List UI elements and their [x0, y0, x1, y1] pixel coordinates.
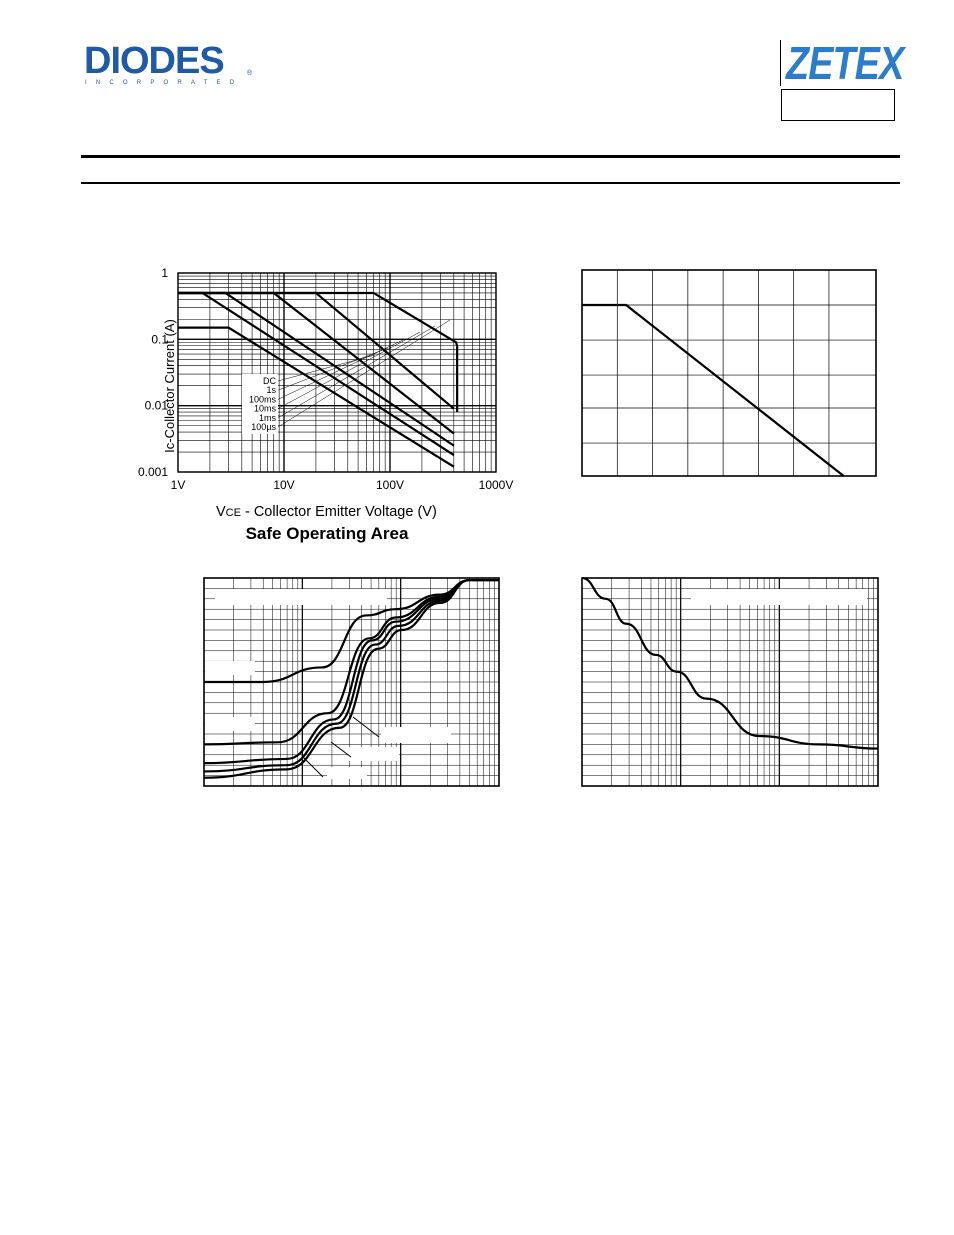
- transfer-label-mask: [205, 661, 255, 675]
- diodes-logo: DIODES INCORPORATED ®: [84, 40, 252, 86]
- soa-series-line: [178, 291, 459, 413]
- decay-label-mask: [691, 589, 867, 605]
- header-rule-bottom: [81, 182, 900, 184]
- derating-chart: [580, 268, 880, 485]
- soa-ytick-label: 0.01: [145, 399, 169, 413]
- soa-xtick-label: 10V: [273, 478, 294, 492]
- derating-frame: [581, 269, 877, 477]
- header-rule-top: [81, 155, 900, 158]
- soa-title: Safe Operating Area: [246, 524, 409, 543]
- transfer-label-mask: [327, 767, 367, 779]
- decay-series-line: [581, 576, 879, 750]
- diodes-logo-wordmark: DIODES: [84, 40, 225, 82]
- soa-legend-leader: [277, 339, 404, 400]
- soa-legend-label: 1s: [266, 385, 276, 395]
- transfer-label-mask: [349, 747, 399, 761]
- soa-xtick-label: 1V: [171, 478, 186, 492]
- zetex-logo-wordmark: ZETEX: [786, 37, 904, 89]
- diodes-logo-subtitle: INCORPORATED: [85, 80, 244, 86]
- soa-ytick-label: 0.1: [151, 332, 168, 346]
- transfer-label-mask: [381, 727, 451, 743]
- transfer-chart: [203, 577, 501, 794]
- decay-chart: [581, 576, 880, 794]
- soa-legend-label: DC: [263, 376, 276, 386]
- soa-legend-label: 100µs: [251, 422, 276, 432]
- soa-series-line: [178, 326, 455, 468]
- soa-chart-svg: 1V 10V 100V 1000V 0.001 0.01 0.1 1 DC1s100ms10m…: [138, 266, 513, 543]
- decay-chart-svg: [581, 576, 879, 787]
- soa-ytick-label: 0.001: [138, 465, 168, 479]
- soa-chart: 1V 10V 100V 1000V 0.001 0.01 0.1 1 DC 1s 100ms 10m…: [120, 260, 520, 555]
- soa-legend-label: 10ms: [254, 404, 277, 414]
- soa-ylabel: Ic-Collector Current (A): [162, 319, 177, 453]
- decay-frame: [581, 577, 879, 787]
- soa-legend-label: 1ms: [259, 413, 277, 423]
- soa-legend-bg: [242, 374, 278, 434]
- soa-ytick-label: 1: [161, 266, 168, 280]
- transfer-leader-line: [330, 741, 352, 758]
- soa-legend-leader: [277, 319, 451, 428]
- derating-lines: [582, 303, 845, 477]
- soa-frame: [177, 272, 497, 473]
- soa-legend-label: 100ms: [249, 394, 277, 404]
- transfer-lines: [203, 578, 499, 779]
- derating-series-line: [582, 303, 845, 477]
- transfer-label-masks: [205, 589, 451, 779]
- derating-grid: [581, 269, 877, 477]
- registered-mark: ®: [247, 70, 253, 77]
- zetex-logo-bar: [780, 40, 781, 86]
- decay-label-masks: [691, 589, 867, 605]
- soa-xtick-label: 100V: [376, 478, 404, 492]
- part-number-box: [781, 89, 895, 121]
- soa-xlabel: VCE - Collector Emitter Voltage (V): [216, 504, 437, 520]
- transfer-leader-line: [352, 716, 380, 738]
- soa-lines: [178, 291, 459, 468]
- derating-chart-svg: [581, 269, 877, 477]
- transfer-label-mask: [205, 717, 255, 731]
- decay-lines: [581, 576, 879, 750]
- transfer-leader-line: [302, 756, 324, 778]
- soa-grid: [177, 272, 497, 473]
- decay-grid: [581, 577, 879, 787]
- transfer-chart-svg: [203, 577, 500, 787]
- soa-tick-labels: 1V 10V 100V 1000V 0.001 0.01 0.1 1: [138, 266, 513, 492]
- transfer-label-mask: [215, 589, 387, 605]
- soa-legend-leader: [277, 331, 421, 409]
- soa-legend-leader: [277, 347, 389, 391]
- soa-legend-leader: [277, 325, 436, 419]
- transfer-series-line: [203, 578, 499, 779]
- soa-xtick-label: 1000V: [479, 478, 514, 492]
